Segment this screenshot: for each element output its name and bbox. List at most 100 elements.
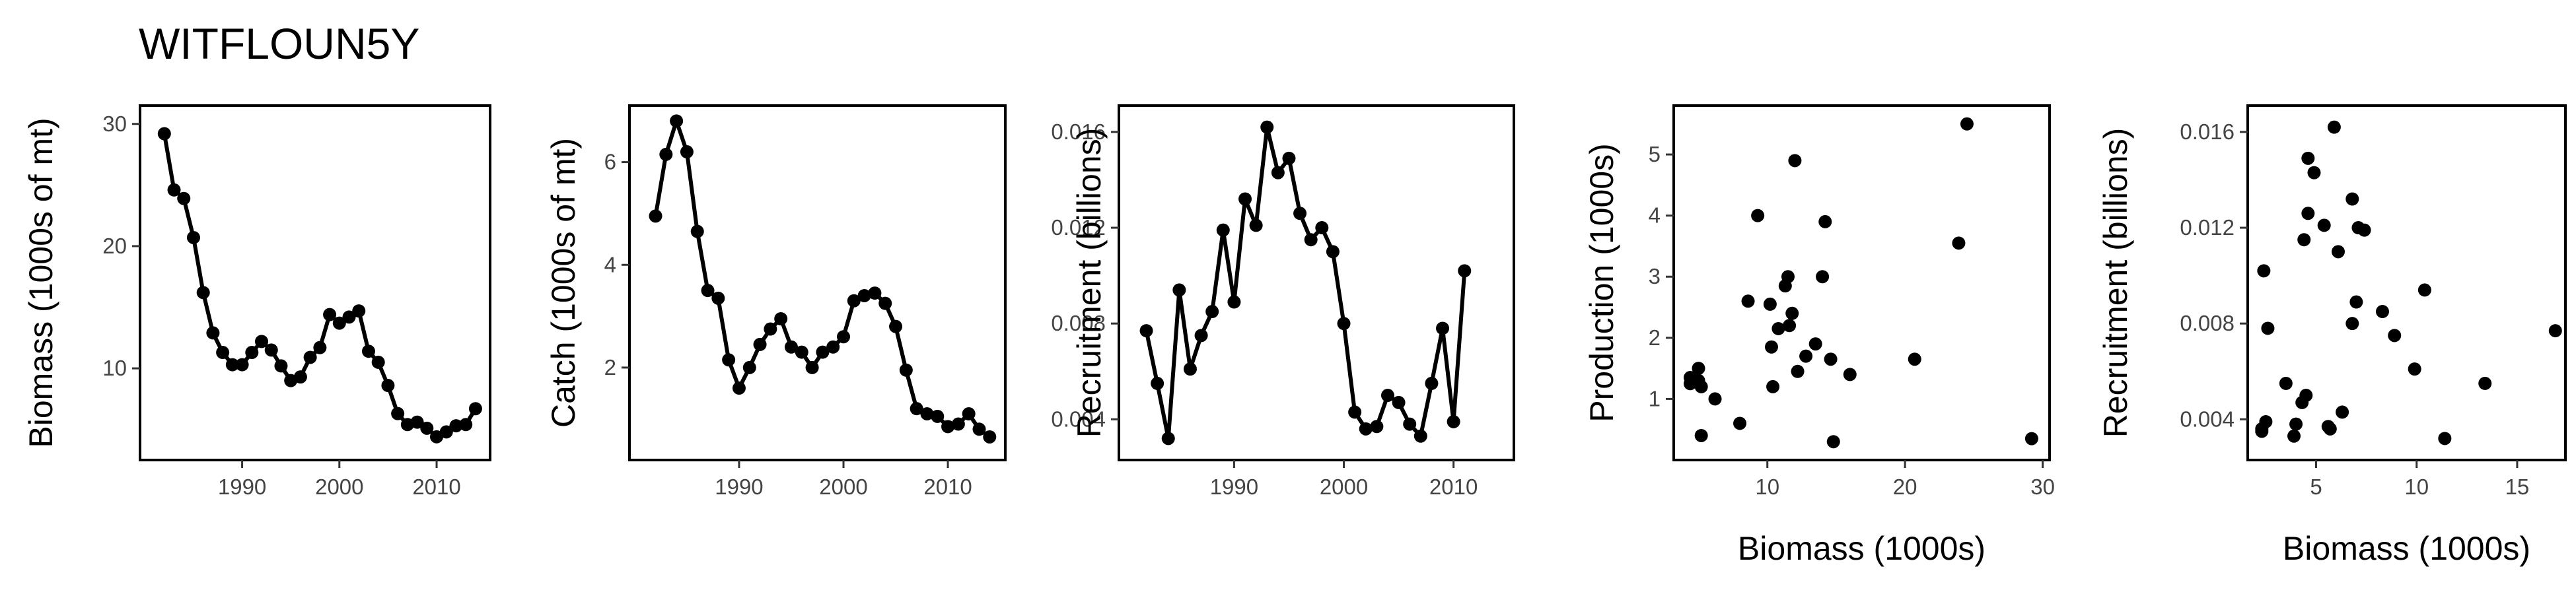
data-point — [1370, 420, 1384, 434]
data-point — [889, 319, 903, 333]
series-line — [162, 133, 478, 439]
data-point — [1741, 294, 1755, 308]
data-point — [391, 407, 405, 420]
data-point — [1694, 428, 1708, 442]
data-point — [235, 358, 249, 372]
y-axis-title: Production (1000s) — [1583, 143, 1620, 422]
x-tick-label: 2000 — [819, 475, 867, 499]
data-point — [1227, 295, 1241, 309]
data-point — [2317, 218, 2331, 232]
data-point — [303, 350, 317, 364]
data-point — [2375, 305, 2389, 319]
data-point — [857, 288, 871, 302]
data-point — [816, 345, 830, 359]
data-point — [1694, 380, 1708, 393]
data-point — [1458, 264, 1472, 278]
y-tick-label: 0.016 — [2180, 119, 2235, 144]
data-point — [264, 343, 278, 357]
plot-frame — [628, 104, 1007, 461]
data-point — [1818, 214, 1832, 228]
data-point — [1791, 364, 1805, 378]
data-point — [186, 230, 200, 244]
x-axis-title: Biomass (1000s) — [2283, 530, 2530, 567]
x-tick-label: 1990 — [218, 475, 266, 499]
data-point — [1436, 321, 1450, 335]
y-tick-label: 0.008 — [2180, 311, 2235, 335]
data-point — [420, 421, 434, 435]
data-point — [2417, 283, 2431, 297]
data-point — [1413, 429, 1427, 443]
y-axis-title: Recruitment (billions) — [1071, 128, 1108, 438]
data-point — [847, 294, 861, 308]
data-point — [920, 407, 934, 420]
data-point — [2478, 376, 2492, 390]
data-point — [1161, 432, 1175, 446]
x-tick-label: 15 — [2505, 475, 2530, 499]
data-point — [649, 209, 662, 223]
data-point — [1183, 362, 1197, 376]
data-point — [2279, 376, 2293, 390]
data-point — [2261, 321, 2275, 335]
series-line — [1144, 125, 1467, 441]
data-point — [972, 422, 986, 436]
data-point — [2255, 424, 2269, 438]
data-point — [1733, 416, 1747, 430]
data-point — [1359, 422, 1373, 436]
data-point — [1785, 306, 1799, 320]
data-point — [837, 330, 851, 344]
data-point — [1771, 321, 1785, 335]
data-point — [2345, 192, 2359, 206]
data-point — [680, 145, 694, 159]
data-point — [941, 420, 955, 434]
data-point — [670, 114, 684, 128]
data-point — [764, 322, 777, 336]
data-point — [225, 358, 239, 372]
data-point — [1194, 329, 1208, 343]
data-point — [1304, 233, 1318, 247]
y-tick-label: 0.004 — [2180, 407, 2235, 431]
y-tick-label: 0.008 — [1051, 311, 1106, 335]
data-point — [2388, 329, 2402, 343]
plot-frame — [1118, 104, 1515, 461]
data-point — [1205, 305, 1219, 319]
data-point — [1271, 166, 1285, 180]
data-point — [342, 310, 356, 324]
x-tick-label: 2010 — [412, 475, 460, 499]
data-point — [2307, 166, 2321, 180]
data-point — [2295, 395, 2309, 409]
y-tick-label: 4 — [604, 252, 616, 277]
y-tick-label: 10 — [102, 356, 127, 380]
y-tick-label: 30 — [102, 112, 127, 136]
data-point — [826, 340, 840, 354]
data-point — [216, 346, 230, 360]
data-point — [701, 284, 715, 298]
plot-frame — [2246, 104, 2567, 461]
data-point — [1392, 395, 1406, 409]
data-point — [177, 191, 191, 205]
x-tick-label: 1990 — [715, 475, 763, 499]
data-point — [1692, 362, 1705, 376]
y-tick-label: 2 — [1649, 325, 1661, 350]
data-point — [983, 430, 997, 444]
data-point — [1816, 270, 1830, 284]
data-point — [293, 370, 307, 384]
data-point — [1139, 324, 1153, 338]
y-tick-label: 0.016 — [1051, 119, 1106, 144]
x-tick-label: 30 — [2030, 475, 2055, 499]
plot-frame — [1672, 104, 2051, 461]
data-point — [2024, 432, 2038, 446]
data-point — [332, 316, 346, 330]
data-point — [2345, 317, 2359, 331]
page-title: WITFLOUN5Y — [139, 19, 420, 68]
x-tick-label: 2000 — [315, 475, 363, 499]
data-point — [742, 360, 756, 374]
data-point — [459, 418, 473, 432]
data-point — [206, 326, 220, 340]
data-point — [1326, 245, 1340, 259]
y-tick-label: 20 — [102, 234, 127, 258]
data-point — [2297, 233, 2311, 247]
data-point — [371, 355, 385, 369]
data-point — [1708, 392, 1722, 406]
data-point — [1337, 317, 1351, 331]
